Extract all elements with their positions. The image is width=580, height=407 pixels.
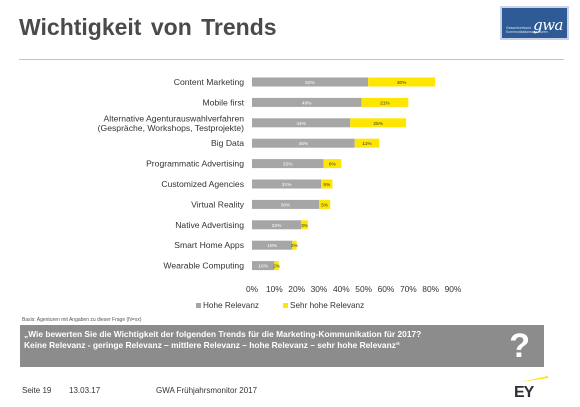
data-label: 22% xyxy=(272,223,282,229)
bar-segment xyxy=(301,220,308,230)
data-label: 11% xyxy=(362,141,372,147)
category-label: Programmatic Advertising xyxy=(146,159,244,169)
ey-logo: EY xyxy=(514,384,534,401)
legend-swatch xyxy=(283,303,288,308)
bar-segment xyxy=(274,261,279,271)
question-text: „Wie bewerten Sie die Wichtigkeit der fo… xyxy=(24,329,494,351)
x-tick-label: 80% xyxy=(422,284,439,294)
data-label: 30% xyxy=(397,80,407,86)
stacked-bar-chart: Content Marketing 52% 30% Mobile first 49% 21… xyxy=(98,77,462,310)
data-label: 3% xyxy=(301,223,309,229)
bar-segment xyxy=(350,118,407,128)
category-label: Content Marketing xyxy=(174,77,244,87)
bar-segment xyxy=(252,77,369,87)
data-label: 25% xyxy=(373,121,383,127)
data-label: 31% xyxy=(282,182,292,188)
title-divider xyxy=(19,59,564,60)
ey-beam-icon xyxy=(520,376,548,382)
footer-source: GWA Frühjahrsmonitor 2017 xyxy=(156,386,258,395)
x-tick-label: 70% xyxy=(400,284,417,294)
question-line-1: „Wie bewerten Sie die Wichtigkeit der fo… xyxy=(24,329,422,339)
category-label: Big Data xyxy=(211,138,244,148)
bar-segment xyxy=(354,138,380,148)
bar-segment xyxy=(323,159,342,169)
legend-swatch xyxy=(196,303,201,308)
gwa-logo: Gesamtverband Kommunikationsagenturen gw… xyxy=(500,6,569,40)
bar-segment xyxy=(319,199,331,209)
data-label: 2% xyxy=(291,243,299,249)
data-label: 30% xyxy=(281,202,291,208)
gwa-logo-text: gwa xyxy=(533,16,563,34)
category-label: Smart Home Apps xyxy=(174,240,244,250)
data-label: 46% xyxy=(299,141,309,147)
x-tick-label: 30% xyxy=(311,284,328,294)
x-tick-label: 60% xyxy=(378,284,395,294)
x-tick-label: 40% xyxy=(333,284,350,294)
data-label: 44% xyxy=(296,121,306,127)
category-label: Alternative Agenturauswahlverfahren (Gesp… xyxy=(98,113,245,133)
data-label: 18% xyxy=(267,243,277,249)
legend-label: Sehr hohe Relevanz xyxy=(290,301,364,310)
bar-segment xyxy=(252,179,322,189)
bar-segment xyxy=(252,97,362,107)
category-label: Native Advertising xyxy=(175,220,244,230)
data-label: 8% xyxy=(329,162,337,168)
category-label: Virtual Reality xyxy=(191,199,245,209)
x-tick-label: 50% xyxy=(355,284,372,294)
bar-segment xyxy=(368,77,436,87)
category-label: Customized Agencies xyxy=(161,179,244,189)
question-mark-icon: ? xyxy=(509,327,530,365)
bar-segment xyxy=(252,220,302,230)
bar-segment xyxy=(252,118,351,128)
bar-segment xyxy=(252,199,319,209)
category-label: Wearable Computing xyxy=(163,261,244,271)
footer-page: Seite 19 xyxy=(22,386,52,395)
data-label: 52% xyxy=(305,80,315,86)
footer-date: 13.03.17 xyxy=(69,386,101,395)
x-tick-label: 0% xyxy=(246,284,259,294)
bar-segment xyxy=(252,159,324,169)
data-label: 2% xyxy=(273,264,281,270)
data-label: 5% xyxy=(321,202,329,208)
bar-segment xyxy=(292,240,297,250)
gwa-logo-subtext: Gesamtverband Kommunikationsagenturen xyxy=(506,26,548,34)
data-label: 10% xyxy=(258,264,268,270)
bar-segment xyxy=(252,240,293,250)
x-tick-label: 90% xyxy=(445,284,462,294)
x-tick-label: 10% xyxy=(266,284,283,294)
bar-segment xyxy=(361,97,409,107)
question-box: „Wie bewerten Sie die Wichtigkeit der fo… xyxy=(20,325,544,367)
page-title: Wichtigkeit von Trends xyxy=(19,14,277,40)
bar-segment xyxy=(252,138,355,148)
data-label: 32% xyxy=(283,162,293,168)
legend-label: Hohe Relevanz xyxy=(203,301,259,310)
data-label: 5% xyxy=(323,182,331,188)
data-label: 21% xyxy=(380,100,390,106)
data-label: 49% xyxy=(302,100,312,106)
basis-note: Basis: Agenturen mit Angaben zu dieser F… xyxy=(22,317,142,323)
category-label: Mobile first xyxy=(202,97,244,107)
x-tick-label: 20% xyxy=(288,284,305,294)
question-line-2: Keine Relevanz - geringe Relevanz – mitt… xyxy=(24,340,401,350)
bar-segment xyxy=(252,261,275,271)
bar-segment xyxy=(321,179,333,189)
